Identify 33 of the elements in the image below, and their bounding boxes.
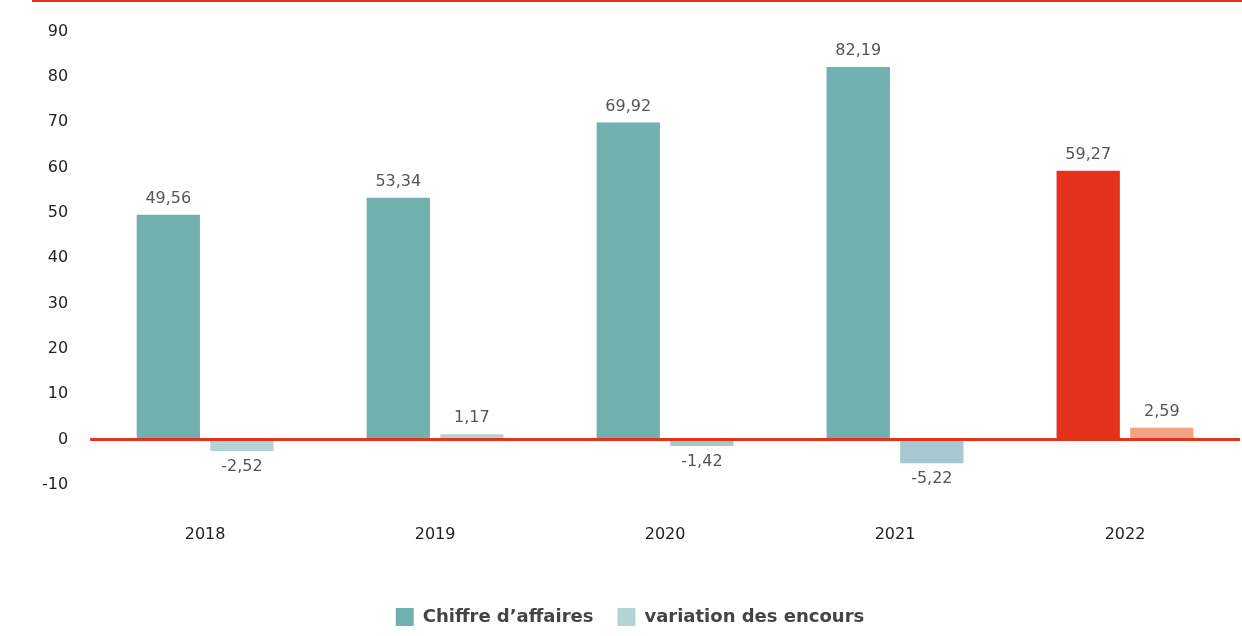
bar (596, 122, 660, 440)
y-tick-label: -10 (41, 473, 69, 493)
y-tick-label: 50 (47, 202, 69, 222)
legend-label: Chiffre d’affaires (422, 604, 594, 626)
data-label: 53,34 (375, 170, 422, 190)
bar (136, 214, 200, 440)
data-label: 82,19 (835, 40, 882, 60)
x-tick-label: 2021 (874, 523, 916, 543)
data-label: 2,59 (1144, 400, 1180, 420)
data-label: 1,17 (454, 407, 490, 427)
y-tick-label: 90 (47, 20, 69, 40)
bar (826, 67, 890, 440)
y-tick-label: 30 (47, 292, 69, 312)
y-tick-label: 60 (47, 156, 69, 176)
y-tick-label: 70 (47, 111, 69, 131)
data-label: -5,22 (911, 468, 953, 488)
data-label: 69,92 (605, 95, 652, 115)
legend-label: variation des encours (644, 604, 865, 626)
x-tick-label: 2019 (414, 523, 456, 543)
data-label: -1,42 (681, 451, 723, 471)
data-label: 49,56 (145, 188, 192, 208)
x-tick-label: 2018 (184, 523, 226, 543)
y-tick-label: 40 (47, 247, 69, 267)
y-tick-label: 80 (47, 66, 69, 86)
bar (900, 439, 964, 464)
x-tick-label: 2022 (1104, 523, 1146, 543)
data-label: 59,27 (1065, 144, 1112, 164)
y-tick-label: 0 (57, 428, 69, 448)
y-tick-label: 20 (47, 338, 69, 357)
bar (366, 197, 430, 440)
data-label: -2,52 (221, 456, 263, 476)
x-tick-label: 2020 (644, 523, 686, 543)
y-tick-label: 10 (47, 383, 69, 403)
